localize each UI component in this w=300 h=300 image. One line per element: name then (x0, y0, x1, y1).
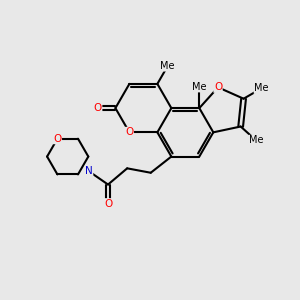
Text: O: O (104, 199, 112, 209)
Text: Me: Me (254, 83, 269, 93)
Text: O: O (53, 134, 62, 144)
Text: Me: Me (160, 61, 175, 71)
Text: O: O (214, 82, 222, 92)
Text: Me: Me (192, 82, 207, 92)
Text: N: N (85, 166, 93, 176)
Text: O: O (125, 127, 134, 137)
Text: Me: Me (249, 135, 263, 145)
Text: O: O (94, 103, 102, 113)
